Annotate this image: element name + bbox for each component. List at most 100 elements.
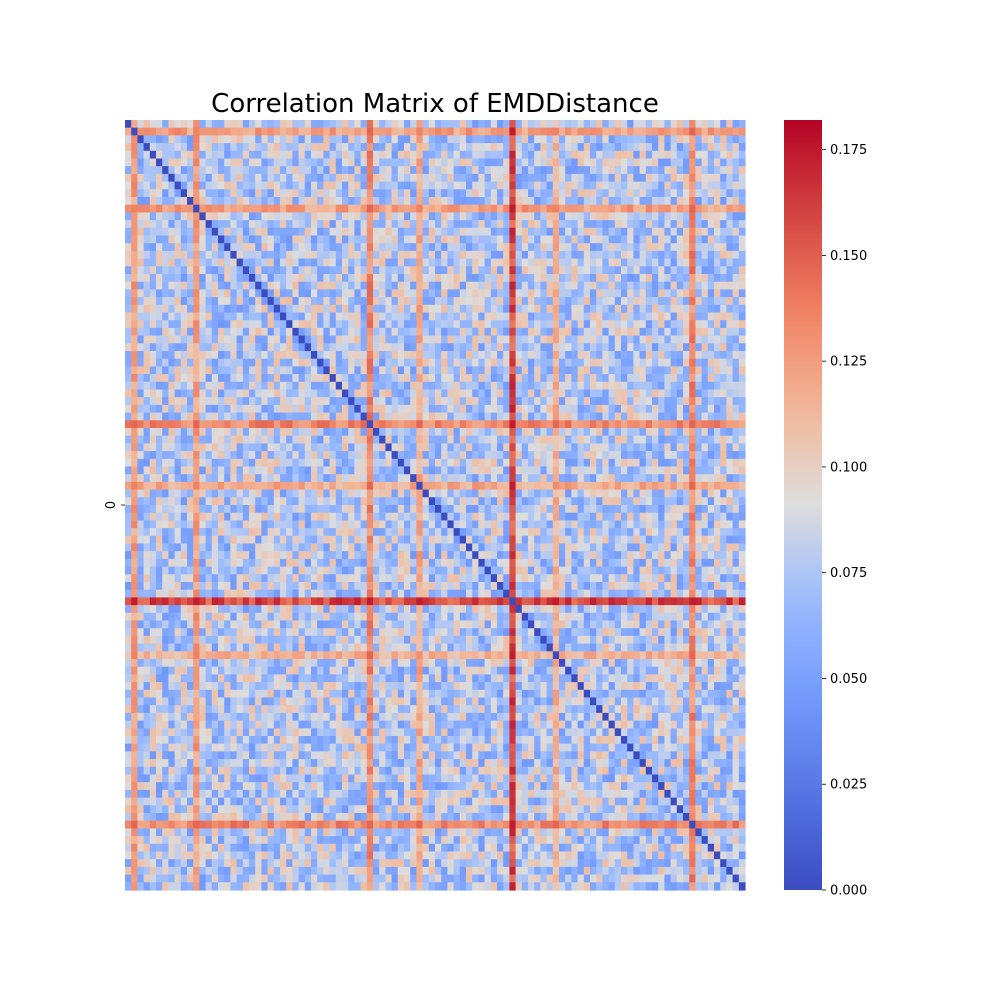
heatmap-cell (149, 474, 157, 483)
heatmap-cell (335, 351, 343, 360)
heatmap-cell (317, 281, 324, 290)
heatmap-cell (521, 181, 529, 190)
heatmap-cell (528, 381, 535, 391)
heatmap-cell (478, 212, 486, 221)
heatmap-cell (360, 304, 368, 314)
heatmap-cell (621, 297, 628, 306)
heatmap-cell (497, 173, 504, 183)
heatmap-cell (583, 143, 591, 152)
heatmap-cell (317, 481, 324, 491)
heatmap-cell (435, 489, 442, 498)
heatmap-cell (583, 489, 591, 498)
heatmap-cell (459, 197, 467, 206)
heatmap-cell (304, 458, 312, 468)
heatmap-cell (683, 243, 690, 252)
heatmap-cell (162, 343, 169, 352)
heatmap-cell (156, 443, 163, 452)
heatmap-cell (286, 366, 293, 375)
heatmap-cell (125, 281, 132, 290)
heatmap-cell (416, 274, 424, 283)
heatmap-cell (435, 266, 442, 275)
heatmap-cell (180, 443, 188, 452)
heatmap-cell (292, 343, 300, 352)
heatmap-cell (156, 381, 163, 391)
heatmap-cell (168, 220, 176, 229)
heatmap-cell (447, 489, 455, 498)
heatmap-cell (366, 381, 374, 391)
heatmap-cell (503, 227, 510, 237)
heatmap-cell (199, 150, 207, 160)
heatmap-cell (435, 304, 442, 314)
heatmap-cell (335, 212, 343, 221)
heatmap-cell (156, 343, 163, 352)
heatmap-cell (633, 181, 641, 190)
heatmap-cell (125, 304, 132, 314)
heatmap-cell (162, 304, 169, 314)
heatmap-cell (298, 258, 306, 267)
heatmap-cell (143, 489, 151, 498)
heatmap-cell (521, 258, 529, 267)
heatmap-cell (577, 120, 585, 129)
heatmap-cell (162, 320, 169, 329)
heatmap-cell (416, 266, 424, 275)
heatmap-cell (447, 404, 455, 414)
heatmap-cell (391, 173, 399, 183)
heatmap-cell (273, 127, 281, 136)
heatmap-cell (360, 197, 368, 206)
heatmap-cell (714, 212, 721, 221)
heatmap-cell (447, 281, 455, 290)
heatmap-cell (478, 150, 486, 160)
heatmap-cell (627, 158, 634, 167)
heatmap-cell (732, 173, 740, 183)
heatmap-cell (131, 420, 138, 429)
heatmap-cell (311, 374, 318, 383)
heatmap-cell (292, 227, 300, 237)
heatmap-cell (571, 366, 579, 375)
heatmap-cell (261, 135, 269, 144)
heatmap-cell (391, 266, 399, 275)
heatmap-cell (187, 358, 194, 367)
heatmap-cell (552, 374, 560, 383)
heatmap-cell (478, 335, 486, 344)
heatmap-cell (211, 235, 219, 244)
heatmap-cell (695, 266, 703, 275)
heatmap-cell (590, 489, 597, 498)
heatmap-cell (707, 212, 715, 221)
heatmap-cell (484, 312, 492, 321)
heatmap-cell (583, 289, 591, 298)
heatmap-cell (552, 150, 560, 160)
heatmap-cell (707, 412, 715, 421)
heatmap-cell (224, 243, 231, 252)
heatmap-cell (707, 389, 715, 398)
heatmap-cell (509, 366, 517, 375)
heatmap-cell (633, 420, 641, 429)
heatmap-cell (509, 235, 517, 244)
heatmap-cell (131, 412, 138, 421)
heatmap-cell (565, 127, 572, 136)
heatmap-cell (509, 166, 517, 175)
heatmap-cell (596, 428, 603, 437)
heatmap-cell (714, 451, 721, 460)
heatmap-cell (397, 135, 405, 144)
heatmap-cell (738, 120, 746, 129)
heatmap-cell (701, 428, 709, 437)
heatmap-cell (280, 235, 287, 244)
heatmap-cell (205, 127, 213, 136)
heatmap-cell (695, 304, 703, 314)
heatmap-cell (174, 204, 182, 213)
heatmap-cell (211, 281, 219, 290)
heatmap-cell (528, 397, 535, 406)
heatmap-cell (168, 173, 176, 183)
heatmap-cell (695, 397, 703, 406)
heatmap-cell (707, 250, 715, 260)
heatmap-cell (404, 397, 411, 406)
heatmap-cell (453, 420, 461, 429)
heatmap-cell (199, 143, 207, 152)
heatmap-cell (670, 227, 678, 237)
heatmap-cell (180, 150, 188, 160)
heatmap-cell (329, 466, 337, 475)
heatmap-cell (577, 366, 585, 375)
heatmap-cell (639, 189, 647, 198)
heatmap-cell (125, 343, 132, 352)
heatmap-cell (596, 189, 603, 198)
